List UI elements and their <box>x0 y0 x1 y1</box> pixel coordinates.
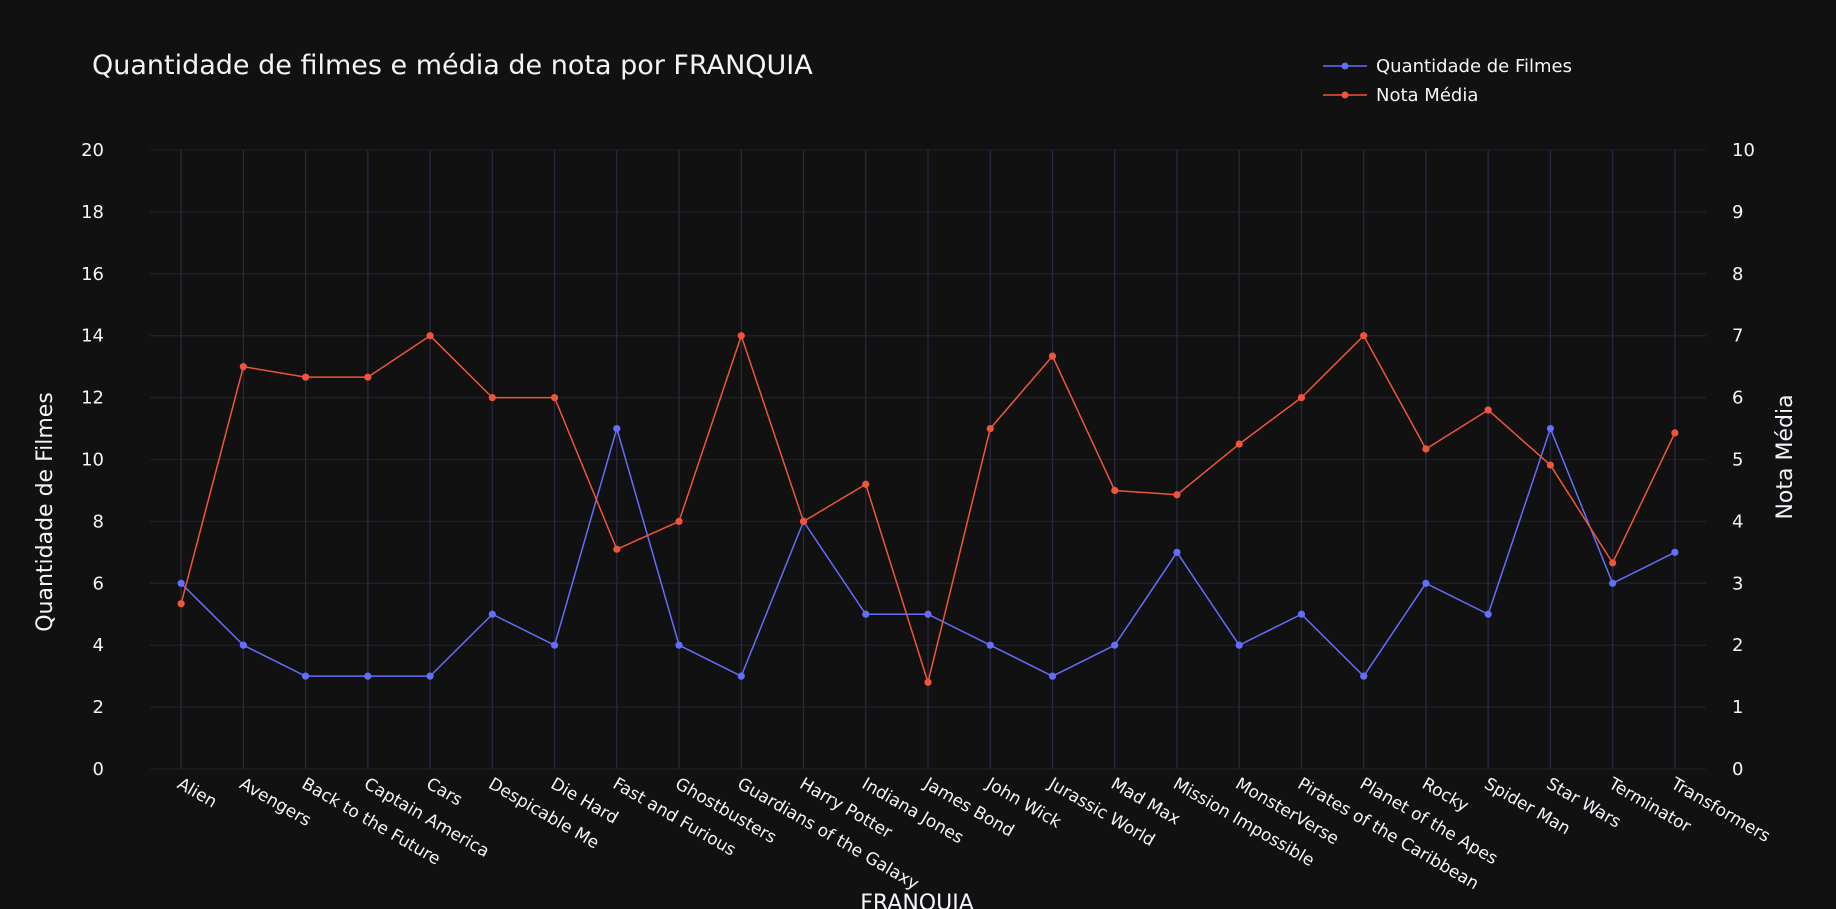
y2-tick-label: 2 <box>1732 635 1743 656</box>
data-point[interactable] <box>1297 610 1306 618</box>
data-point[interactable] <box>1235 440 1243 448</box>
y-tick-label: 8 <box>93 511 104 532</box>
y2-tick-label: 4 <box>1732 511 1743 532</box>
data-point[interactable] <box>1360 332 1368 340</box>
gridlines <box>150 149 1706 770</box>
data-point[interactable] <box>1422 579 1430 587</box>
y2-axis-ticks: 0 1 2 3 4 5 6 7 8 9 10 <box>1732 140 1755 780</box>
y2-axis-title: Nota Média <box>1773 394 1798 519</box>
data-point[interactable] <box>426 332 434 340</box>
data-point[interactable] <box>862 480 870 488</box>
y-tick-label: 16 <box>81 264 104 285</box>
data-point[interactable] <box>177 579 185 587</box>
legend-label-quantidade: Quantidade de Filmes <box>1376 56 1572 77</box>
data-point[interactable] <box>862 610 870 618</box>
y2-tick-label: 9 <box>1732 202 1743 223</box>
data-point[interactable] <box>986 641 994 649</box>
data-point[interactable] <box>364 373 372 381</box>
data-point[interactable] <box>364 672 372 680</box>
data-point[interactable] <box>675 641 683 649</box>
data-point[interactable] <box>1297 394 1306 402</box>
data-point[interactable] <box>177 600 185 608</box>
x-axis-title: FRANQUIA <box>860 891 974 909</box>
data-point[interactable] <box>1048 672 1057 680</box>
data-point[interactable] <box>1609 579 1617 587</box>
data-point[interactable] <box>1609 559 1617 567</box>
data-point[interactable] <box>1671 429 1679 437</box>
data-point[interactable] <box>613 424 621 433</box>
data-point[interactable] <box>1173 491 1181 499</box>
data-point[interactable] <box>1422 445 1430 453</box>
legend-label-nota: Nota Média <box>1376 85 1478 106</box>
y2-tick-label: 8 <box>1732 264 1743 285</box>
y2-tick-label: 6 <box>1732 388 1743 409</box>
y-tick-label: 2 <box>93 697 104 718</box>
data-point[interactable] <box>1546 461 1554 469</box>
data-point[interactable] <box>488 610 496 618</box>
data-point[interactable] <box>1111 486 1119 495</box>
data-point[interactable] <box>924 610 932 618</box>
data-point[interactable] <box>1173 548 1181 556</box>
data-point[interactable] <box>302 373 310 381</box>
y-tick-label: 20 <box>81 140 104 161</box>
data-point[interactable] <box>613 545 621 553</box>
data-point[interactable] <box>1360 672 1368 680</box>
data-point[interactable] <box>239 641 247 649</box>
y2-tick-label: 10 <box>1732 140 1755 161</box>
data-point[interactable] <box>302 672 310 680</box>
data-point[interactable] <box>550 641 559 649</box>
data-point[interactable] <box>1111 641 1119 649</box>
legend-item-nota[interactable]: Nota Média <box>1323 85 1478 106</box>
data-point[interactable] <box>239 363 247 371</box>
legend-marker-quantidade <box>1341 62 1349 70</box>
legend-item-quantidade[interactable]: Quantidade de Filmes <box>1323 56 1572 77</box>
data-point[interactable] <box>1671 548 1679 556</box>
data-point[interactable] <box>426 672 434 680</box>
data-point[interactable] <box>737 332 745 340</box>
y2-tick-label: 7 <box>1732 326 1743 347</box>
y-tick-label: 14 <box>81 326 104 347</box>
data-point[interactable] <box>1546 424 1554 433</box>
data-point[interactable] <box>488 394 496 402</box>
legend[interactable]: Quantidade de Filmes Nota Média <box>1323 56 1572 106</box>
y2-tick-label: 5 <box>1732 450 1743 471</box>
data-point[interactable] <box>1048 352 1057 360</box>
data-point[interactable] <box>799 517 808 526</box>
data-point[interactable] <box>675 517 683 526</box>
data-point[interactable] <box>737 672 745 680</box>
y-axis-title: Quantidade de Filmes <box>33 392 58 632</box>
y2-tick-label: 1 <box>1732 697 1743 718</box>
series-points <box>177 332 1679 686</box>
data-point[interactable] <box>550 394 559 402</box>
data-point[interactable] <box>1235 641 1243 649</box>
y-tick-label: 6 <box>93 573 104 594</box>
data-point[interactable] <box>986 424 994 433</box>
data-point[interactable] <box>924 678 932 686</box>
y-axis-ticks: 0 2 4 6 8 10 12 14 16 18 20 <box>81 140 104 780</box>
data-point[interactable] <box>1484 406 1492 414</box>
chart-title: Quantidade de filmes e média de nota por… <box>92 50 813 81</box>
y-tick-label: 18 <box>81 202 104 223</box>
y-tick-label: 10 <box>81 450 104 471</box>
y-tick-label: 4 <box>93 635 104 656</box>
data-point[interactable] <box>1484 610 1492 618</box>
y-tick-label: 0 <box>93 759 104 780</box>
y2-tick-label: 3 <box>1732 573 1743 594</box>
legend-marker-nota <box>1341 91 1349 99</box>
y2-tick-label: 0 <box>1732 759 1743 780</box>
y-tick-label: 12 <box>81 388 104 409</box>
